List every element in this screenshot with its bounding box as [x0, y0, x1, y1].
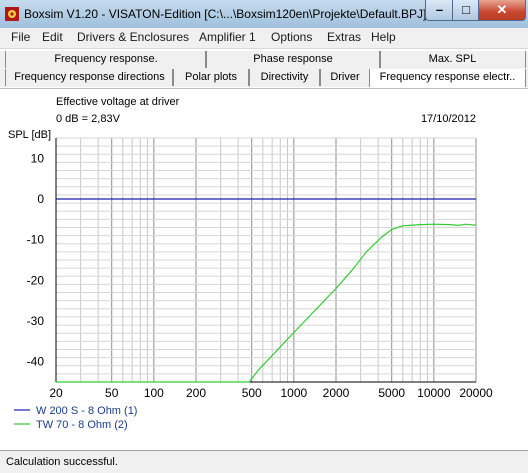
tab-row-lower: Frequency response directions Polar plot… [0, 69, 528, 87]
menu-bar: File Edit Drivers & Enclosures Amplifier… [0, 28, 528, 49]
legend-label-1: W 200 S - 8 Ohm (1) [36, 405, 137, 417]
plot-area: Effective voltage at driver 0 dB = 2,83V… [0, 88, 528, 450]
tab-driver[interactable]: Driver [319, 69, 371, 86]
x-tick-label: 10000 [417, 386, 451, 400]
tab-directivity[interactable]: Directivity [248, 69, 321, 86]
y-tick-label: -10 [27, 233, 45, 247]
tab-row-upper: Frequency response. Phase response Max. … [0, 51, 528, 69]
tab-frequency-response[interactable]: Frequency response. [5, 51, 207, 68]
tab-frequency-response-directions[interactable]: Frequency response directions [5, 69, 174, 86]
plot-description: Effective voltage at driver [56, 96, 180, 108]
legend-label-2: TW 70 - 8 Ohm (2) [36, 419, 128, 431]
tab-max-spl[interactable]: Max. SPL [379, 51, 526, 68]
minimize-button[interactable]: – [425, 0, 454, 21]
app-icon [5, 7, 19, 21]
menu-edit[interactable]: Edit [42, 30, 63, 44]
menu-file[interactable]: File [11, 30, 31, 44]
status-bar: Calculation successful. [0, 450, 528, 473]
plot-reference: 0 dB = 2,83V [56, 113, 121, 125]
window-title: Boxsim V1.20 - VISATON-Edition [C:\...\B… [24, 7, 427, 21]
x-tick-label: 200 [186, 386, 206, 400]
x-tick-label: 100 [144, 386, 164, 400]
close-icon: ✕ [496, 2, 508, 17]
title-bar: Boxsim V1.20 - VISATON-Edition [C:\...\B… [0, 0, 528, 28]
minimize-icon: – [435, 2, 444, 17]
x-tick-label: 20 [49, 386, 63, 400]
tab-phase-response[interactable]: Phase response [205, 51, 381, 68]
menu-drivers-enclosures[interactable]: Drivers & Enclosures [77, 30, 190, 44]
plot-date: 17/10/2012 [421, 113, 476, 125]
x-tick-label: 5000 [378, 386, 405, 400]
menu-help[interactable]: Help [371, 30, 396, 44]
series-line-2 [56, 223, 476, 383]
maximize-button[interactable]: □ [452, 0, 480, 21]
menu-extras[interactable]: Extras [327, 30, 362, 44]
x-tick-label: 20000 [459, 386, 493, 400]
tab-frequency-response-electrical[interactable]: Frequency response electr.. [369, 69, 526, 87]
x-tick-label: 500 [242, 386, 262, 400]
y-tick-label: -40 [27, 355, 45, 369]
y-tick-label: 10 [31, 151, 45, 165]
tab-polar-plots[interactable]: Polar plots [172, 69, 250, 86]
y-axis-label: SPL [dB] [8, 129, 51, 141]
menu-amplifier[interactable]: Amplifier 1 [199, 30, 256, 44]
frequency-response-chart: Effective voltage at driver 0 dB = 2,83V… [8, 96, 493, 431]
y-tick-label: -30 [27, 314, 45, 328]
x-tick-label: 1000 [281, 386, 308, 400]
y-tick-label: 0 [37, 192, 44, 206]
menu-options[interactable]: Options [271, 30, 313, 44]
status-message: Calculation successful. [6, 456, 118, 468]
x-tick-label: 50 [105, 386, 119, 400]
maximize-icon: □ [462, 2, 470, 17]
x-tick-label: 2000 [323, 386, 350, 400]
y-tick-label: -20 [27, 273, 45, 287]
close-button[interactable]: ✕ [478, 0, 526, 21]
